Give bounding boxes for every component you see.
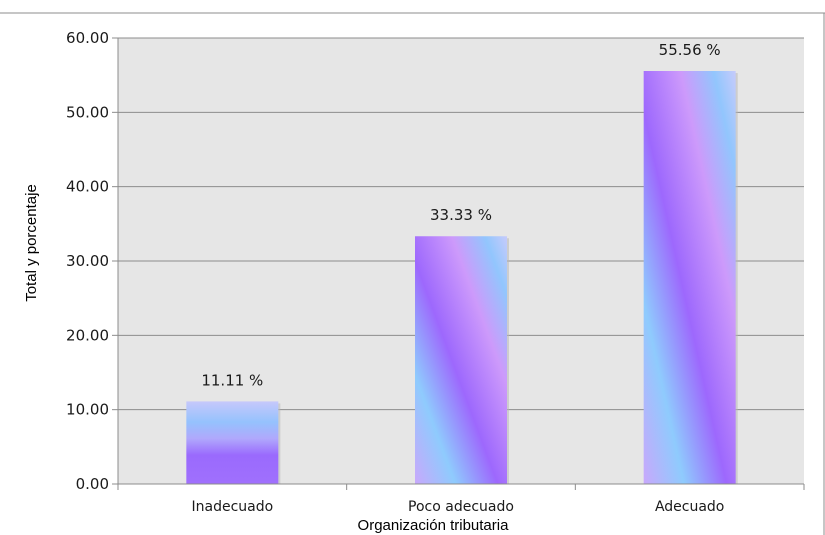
y-tick-label: 30.00 bbox=[66, 252, 109, 270]
x-category-label: Adecuado bbox=[655, 499, 724, 515]
x-axis-title: Organización tributaria bbox=[358, 517, 510, 534]
x-category-label: Inadecuado bbox=[191, 499, 273, 515]
bar-poco-adecuado bbox=[415, 236, 507, 484]
y-axis-ticks: 0.00 10.00 20.00 30.00 40.00 50.00 60.00 bbox=[66, 29, 118, 493]
x-axis-categories: Inadecuado Poco adecuado Adecuado bbox=[117, 484, 805, 515]
y-tick-label: 60.00 bbox=[66, 29, 109, 47]
y-tick-label: 10.00 bbox=[66, 401, 109, 419]
data-label: 11.11 % bbox=[201, 371, 263, 389]
y-tick-label: 0.00 bbox=[76, 475, 109, 493]
bar-adecuado bbox=[643, 71, 736, 484]
bars bbox=[186, 71, 738, 484]
y-tick-label: 50.00 bbox=[66, 103, 109, 121]
x-category-label: Poco adecuado bbox=[408, 499, 514, 515]
data-labels: 11.11 % 33.33 % 55.56 % bbox=[201, 41, 720, 389]
y-axis-title: Total y porcentaje bbox=[23, 184, 40, 302]
bar-inadecuado bbox=[186, 401, 279, 484]
y-tick-label: 20.00 bbox=[66, 326, 109, 344]
data-label: 55.56 % bbox=[659, 41, 721, 59]
data-label: 33.33 % bbox=[430, 206, 492, 224]
y-tick-label: 40.00 bbox=[66, 178, 109, 196]
